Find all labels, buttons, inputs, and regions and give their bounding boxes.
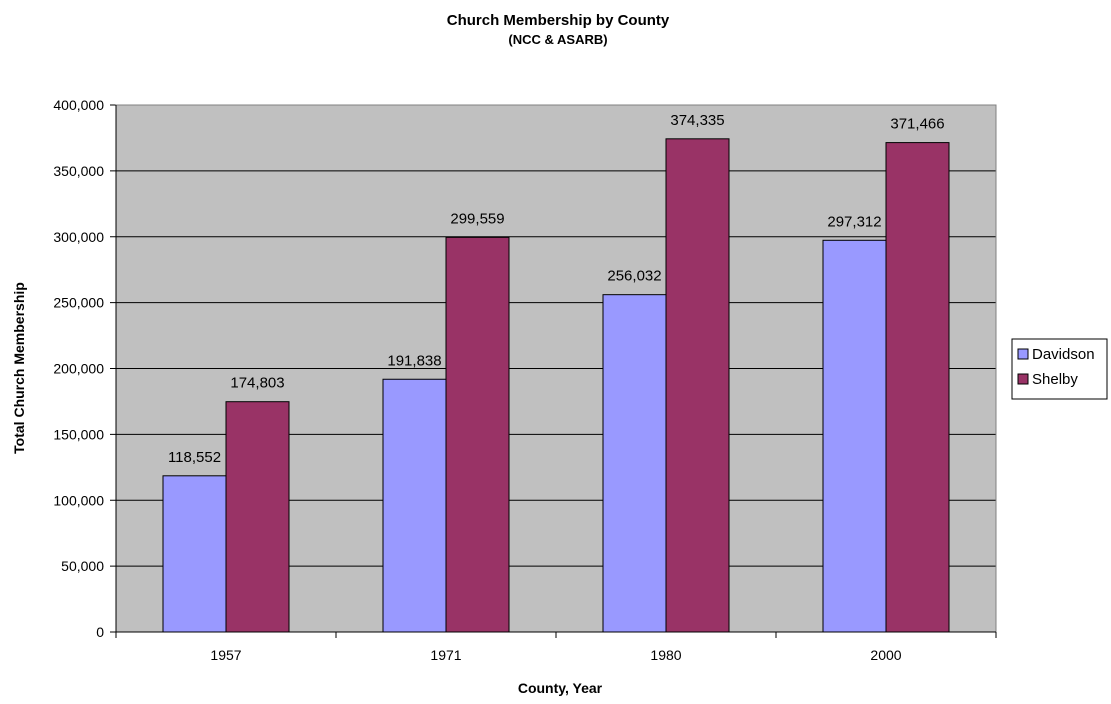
- y-tick-label: 250,000: [53, 295, 104, 311]
- y-axis-title: Total Church Membership: [11, 282, 27, 454]
- axes: [110, 104, 997, 638]
- chart-title: Church Membership by County: [447, 12, 670, 29]
- data-labels: 118,552 174,803 191,838 299,559 256,032 374,3…: [168, 112, 945, 466]
- data-label: 374,335: [670, 112, 724, 129]
- bar-davidson-1957: [162, 475, 227, 633]
- bar-davidson-1980: [602, 294, 667, 633]
- data-label: 371,466: [890, 116, 944, 133]
- bar-davidson-2000: [822, 239, 887, 633]
- bar-davidson-1971: [382, 378, 447, 633]
- data-label: 299,559: [450, 210, 504, 227]
- x-tick-labels: 1957 1971 1980 2000: [210, 647, 901, 663]
- y-tick-labels: 0 50,000 100,000 150,000 200,000 250,000 300,0…: [53, 97, 104, 640]
- legend-swatch: [1017, 373, 1029, 385]
- y-tick-label: 400,000: [53, 97, 104, 113]
- y-tick-label: 300,000: [53, 229, 104, 245]
- x-tick-label: 1971: [430, 647, 461, 663]
- data-label: 191,838: [387, 352, 441, 369]
- bars: [162, 138, 950, 633]
- x-tick-label: 1980: [650, 647, 681, 663]
- legend-label: Shelby: [1032, 371, 1078, 388]
- legend-swatch: [1017, 348, 1029, 360]
- legend-label: Davidson: [1032, 346, 1095, 363]
- chart-subtitle: (NCC & ASARB): [508, 32, 607, 47]
- bar-shelby-1980: [665, 138, 730, 633]
- bar-shelby-1957: [225, 401, 290, 633]
- x-tick-label: 2000: [870, 647, 901, 663]
- data-label: 256,032: [607, 268, 661, 285]
- y-tick-label: 350,000: [53, 163, 104, 179]
- y-tick-label: 150,000: [53, 426, 104, 442]
- x-tick-label: 1957: [210, 647, 241, 663]
- bar-shelby-1971: [445, 236, 510, 633]
- data-label: 297,312: [827, 213, 881, 230]
- data-label: 174,803: [230, 375, 284, 392]
- data-label: 118,552: [168, 449, 221, 466]
- x-axis-title: County, Year: [518, 680, 603, 696]
- legend: Davidson Shelby: [1011, 338, 1108, 400]
- bar-shelby-2000: [885, 142, 950, 633]
- y-tick-label: 100,000: [53, 492, 104, 508]
- y-tick-label: 0: [96, 624, 104, 640]
- y-tick-label: 200,000: [53, 361, 104, 377]
- y-tick-label: 50,000: [61, 558, 104, 574]
